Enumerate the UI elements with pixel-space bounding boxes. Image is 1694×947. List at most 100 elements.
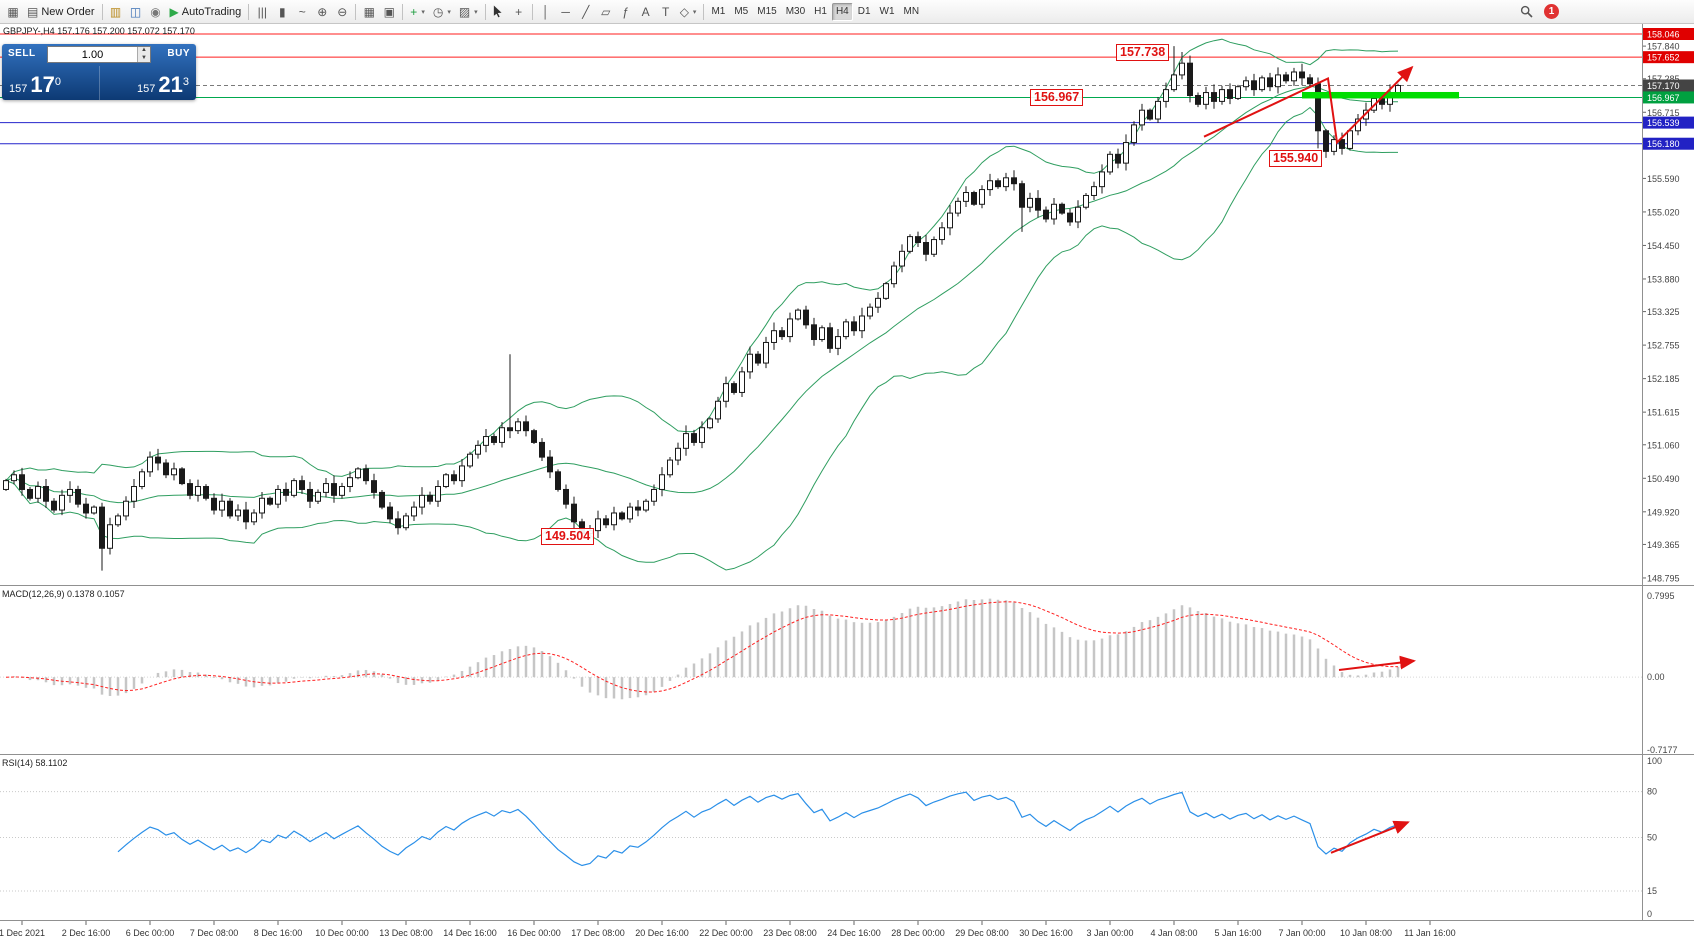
- chart-canvas[interactable]: 158.046 157.652 157.170 156.967 156.539 156.1…: [0, 24, 1694, 947]
- candle-body: [1003, 177, 1009, 188]
- price-axis[interactable]: 157.840 157.285 156.715 155.590 155.020 154.4…: [1642, 42, 1680, 584]
- candle-body: [355, 468, 361, 479]
- green-support-zone[interactable]: [1302, 91, 1459, 99]
- candle-body: [1235, 86, 1241, 99]
- candle-body: [619, 512, 625, 520]
- macd-arrow[interactable]: [1338, 655, 1416, 671]
- vertical-line-icon[interactable]: │: [536, 2, 556, 22]
- volume-input[interactable]: [48, 47, 137, 62]
- rsi-panel: 100 80 50 15 0: [0, 756, 1662, 919]
- bollinger-middle-band[interactable]: [5, 85, 1398, 504]
- fibonacci-icon: ƒ: [622, 4, 630, 19]
- zoom-in-icon[interactable]: ⊕: [312, 2, 332, 22]
- candle-body: [267, 497, 273, 505]
- new-order-button[interactable]: ▤ New Order: [23, 2, 99, 22]
- candle-body: [875, 297, 881, 308]
- timeframe-h4[interactable]: H4: [831, 2, 853, 21]
- data-window-icon[interactable]: ◫: [126, 2, 146, 22]
- buy-button[interactable]: BUY 157 213: [99, 44, 196, 100]
- toolbar-separator: [531, 3, 533, 20]
- time-label: 29 Dec 08:00: [955, 928, 1009, 938]
- text-icon: A: [641, 4, 650, 19]
- templates-icon[interactable]: ▨ ▾: [455, 2, 482, 22]
- time-label: 16 Dec 00:00: [507, 928, 561, 938]
- volume-down-button[interactable]: ▼: [138, 54, 150, 62]
- candle-body: [1155, 100, 1161, 120]
- indicators-icon[interactable]: + ▾: [406, 2, 429, 22]
- time-axis[interactable]: 1 Dec 2021 2 Dec 16:00 6 Dec 00:00 7 Dec 08…: [0, 921, 1456, 938]
- time-label: 20 Dec 16:00: [635, 928, 689, 938]
- price-label-155940[interactable]: 155.940: [1269, 150, 1323, 167]
- periods-icon[interactable]: ◷ ▾: [429, 2, 455, 22]
- candle-body: [427, 494, 433, 502]
- community-icon[interactable]: ◉: [146, 2, 166, 22]
- macd-signal-line[interactable]: [5, 601, 1399, 693]
- timeframe-mn[interactable]: MN: [903, 6, 920, 17]
- candle-body: [299, 480, 305, 490]
- equidistant-channel-icon[interactable]: ▱: [596, 2, 616, 22]
- notification-badge[interactable]: 1: [1544, 4, 1559, 19]
- candle-body: [147, 456, 153, 473]
- candle-body: [891, 265, 897, 285]
- candlestick-chart-icon[interactable]: ▮: [272, 2, 292, 22]
- timeframe-d1[interactable]: D1: [857, 6, 871, 17]
- market-watch-icon[interactable]: ▥: [106, 2, 126, 22]
- price-label-157738[interactable]: 157.738: [1116, 44, 1170, 61]
- bollinger-upper-band[interactable]: [5, 38, 1399, 481]
- candle-body: [779, 330, 785, 338]
- crosshair-icon[interactable]: +: [509, 2, 529, 22]
- zoom-out-icon[interactable]: ⊖: [332, 2, 352, 22]
- candle-body: [115, 515, 121, 526]
- new-order-button: ▤: [27, 4, 39, 19]
- bollinger-lower-band[interactable]: [5, 106, 1398, 571]
- price-label-156967[interactable]: 156.967: [1030, 89, 1084, 106]
- timeframe-w1[interactable]: W1: [879, 6, 895, 17]
- text-icon[interactable]: A: [636, 2, 656, 22]
- candle-body: [1163, 89, 1169, 102]
- timeframe-h1[interactable]: H1: [814, 6, 827, 17]
- candle-body: [1339, 139, 1345, 149]
- timeframe-m1[interactable]: M1: [711, 6, 726, 17]
- price-label-149504[interactable]: 149.504: [541, 528, 595, 545]
- timeframe-m5[interactable]: M5: [734, 6, 749, 17]
- toolbar-separator: [355, 3, 357, 20]
- auto-arrange-icon[interactable]: ▣: [379, 2, 399, 22]
- fibonacci-icon[interactable]: ƒ: [616, 2, 636, 22]
- candle-body: [315, 491, 321, 502]
- axis-label-bg: [1643, 91, 1694, 104]
- autotrading-button[interactable]: ▶ AutoTrading: [166, 2, 246, 22]
- volume-up-button[interactable]: ▲: [138, 47, 150, 55]
- tile-windows-icon[interactable]: ▦: [359, 2, 379, 22]
- candle-body: [811, 324, 817, 341]
- toolbar-items: ▦ ▤ New Order ▥ ◫ ◉ ▶ AutoTrading ||| ▮ ~ ⊕ ⊖ ▦ ▣ + ▾ ◷ ▾ ▨…: [3, 2, 707, 22]
- candle-body: [683, 433, 689, 449]
- search-icon[interactable]: [1516, 2, 1537, 22]
- bar-chart-icon[interactable]: |||: [252, 2, 272, 22]
- rsi-arrow[interactable]: [1330, 820, 1410, 854]
- line-chart-icon[interactable]: ~: [292, 2, 312, 22]
- candle-body: [1299, 71, 1305, 79]
- toolbar-separator: [248, 3, 250, 20]
- timeframe-m15[interactable]: M15: [757, 6, 777, 17]
- chart-window-icon[interactable]: ▦: [3, 2, 23, 22]
- candle-body: [595, 518, 601, 532]
- trend-reversal-arrow[interactable]: [1203, 65, 1414, 145]
- trendline-icon[interactable]: ╱: [576, 2, 596, 22]
- sell-label: SELL: [8, 48, 36, 59]
- label-icon[interactable]: T: [656, 2, 676, 22]
- rsi-line[interactable]: [117, 791, 1399, 867]
- timeframe-m30[interactable]: M30: [785, 6, 806, 17]
- shapes-icon[interactable]: ◇ ▾: [676, 2, 701, 22]
- periods-icon: ◷: [432, 4, 444, 19]
- cursor-icon[interactable]: [489, 2, 509, 22]
- candle-body: [291, 480, 297, 496]
- candle-body: [1211, 92, 1217, 102]
- dropdown-caret-icon: ▾: [692, 8, 697, 16]
- candle-body: [715, 400, 721, 420]
- candle-body: [171, 468, 177, 476]
- rsi-axis-label: 15: [1647, 886, 1657, 896]
- horizontal-line-icon[interactable]: ─: [556, 2, 576, 22]
- rsi-indicator-label: RSI(14) 58.1102: [2, 758, 68, 768]
- horizontal-line-icon: ─: [561, 4, 570, 19]
- sell-button[interactable]: SELL 157 170: [2, 44, 99, 100]
